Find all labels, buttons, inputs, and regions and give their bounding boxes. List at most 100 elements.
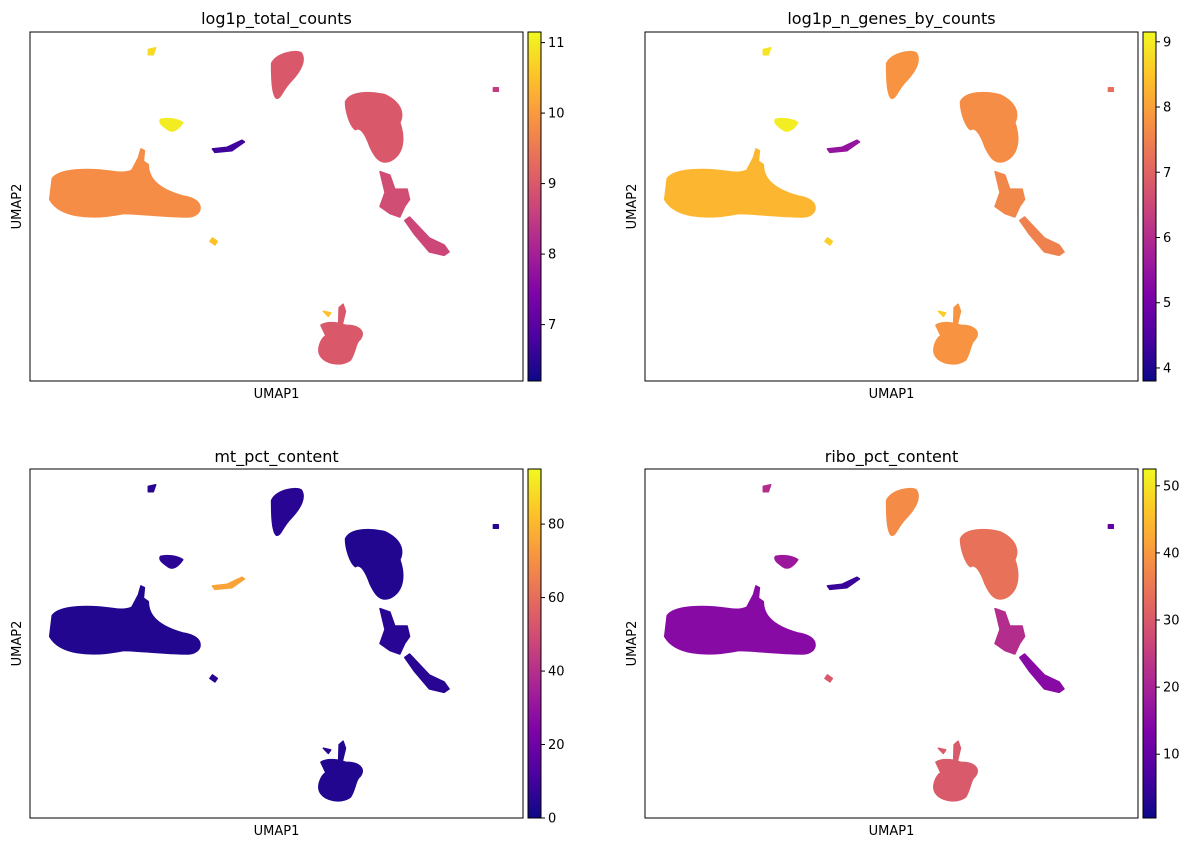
cluster-bottom bbox=[933, 758, 978, 802]
cluster-tail bbox=[1018, 216, 1065, 257]
cluster-dot_small2 bbox=[937, 747, 947, 755]
colorbar-tick-label: 20 bbox=[548, 738, 565, 753]
colorbar-tick-label: 40 bbox=[548, 665, 565, 680]
cluster-main_left bbox=[48, 597, 201, 655]
cluster-dot_small2 bbox=[937, 310, 947, 318]
cluster-main_left_stem bbox=[745, 148, 761, 176]
colorbar bbox=[527, 31, 542, 382]
colorbar-tick-label: 6 bbox=[1163, 231, 1171, 246]
cluster-small_yellow bbox=[774, 554, 799, 569]
cluster-small_yellow bbox=[159, 554, 184, 569]
cluster-tiny_top bbox=[147, 46, 157, 56]
cluster-right_big bbox=[344, 91, 404, 163]
colorbar-tick-label: 50 bbox=[1163, 479, 1180, 494]
cluster-dot_right bbox=[1107, 87, 1115, 93]
cluster-top_blob bbox=[270, 50, 304, 100]
x-axis-label: UMAP1 bbox=[869, 824, 915, 839]
cluster-bottom bbox=[318, 758, 363, 802]
colorbar-tick-label: 10 bbox=[1163, 748, 1180, 763]
umap-panel-1: log1p_total_counts UMAP1 UMAP2 7 8 9 10 11 bbox=[10, 9, 565, 402]
cluster-small_purple bbox=[211, 139, 246, 154]
cluster-small_purple bbox=[826, 576, 861, 591]
axes-frame bbox=[644, 468, 1139, 819]
colorbar-tick-label: 30 bbox=[1163, 614, 1180, 629]
umap-panel-3: mt_pct_content UMAP1 UMAP2 0 20 40 60 80 bbox=[10, 447, 565, 839]
cluster-right_big bbox=[959, 528, 1019, 600]
cluster-main_left_stem bbox=[745, 585, 761, 613]
cluster-right_big bbox=[959, 91, 1019, 163]
umap-panel-2: log1p_n_genes_by_counts UMAP1 UMAP2 4 5 6 7 8 9 bbox=[625, 9, 1171, 402]
cluster-main_left bbox=[48, 160, 201, 218]
cluster-small_yellow bbox=[774, 117, 799, 132]
cluster-small_purple bbox=[826, 139, 861, 154]
colorbar-tick-label: 40 bbox=[1163, 546, 1180, 561]
colorbar-tick-label: 4 bbox=[1163, 361, 1171, 376]
colorbar bbox=[1142, 468, 1157, 819]
colorbar-tick-label: 11 bbox=[548, 36, 565, 51]
cluster-tail bbox=[403, 216, 450, 257]
y-axis-label: UMAP2 bbox=[625, 184, 640, 230]
cluster-stream bbox=[994, 170, 1026, 218]
cluster-main_left_stem bbox=[130, 148, 146, 176]
colorbar-tick-label: 20 bbox=[1163, 681, 1180, 696]
cluster-dot_right bbox=[492, 524, 500, 530]
colorbar-tick-label: 7 bbox=[1163, 166, 1171, 181]
cluster-small_purple bbox=[211, 576, 246, 591]
cluster-dot_small2 bbox=[322, 747, 332, 755]
y-axis-label: UMAP2 bbox=[10, 184, 25, 230]
cluster-top_blob bbox=[885, 487, 919, 537]
axes-frame bbox=[644, 31, 1139, 382]
cluster-right_big bbox=[344, 528, 404, 600]
colorbar bbox=[527, 468, 542, 819]
cluster-bottom_stem bbox=[337, 303, 347, 326]
cluster-bottom_stem bbox=[952, 303, 962, 326]
x-axis-label: UMAP1 bbox=[869, 387, 915, 402]
x-axis-label: UMAP1 bbox=[254, 387, 300, 402]
cluster-tiny_top bbox=[762, 483, 772, 493]
colorbar-tick-label: 0 bbox=[548, 812, 556, 827]
colorbar bbox=[1142, 31, 1157, 382]
axes-frame bbox=[29, 31, 524, 382]
cluster-bottom bbox=[933, 321, 978, 365]
cluster-main_left_stem bbox=[130, 585, 146, 613]
axes-frame bbox=[29, 468, 524, 819]
umap-panel-4: ribo_pct_content UMAP1 UMAP2 10 20 30 40 50 bbox=[625, 447, 1180, 839]
y-axis-label: UMAP2 bbox=[625, 621, 640, 667]
cluster-top_blob bbox=[885, 50, 919, 100]
colorbar-tick-label: 60 bbox=[548, 591, 565, 606]
cluster-main_left bbox=[663, 160, 816, 218]
cluster-dot_small2 bbox=[322, 310, 332, 318]
colorbar-tick-label: 10 bbox=[548, 107, 565, 122]
cluster-dot_small bbox=[824, 674, 834, 683]
panel-title: log1p_n_genes_by_counts bbox=[787, 9, 995, 29]
cluster-bottom_stem bbox=[952, 740, 962, 763]
cluster-small_yellow bbox=[159, 117, 184, 132]
cluster-bottom_stem bbox=[337, 740, 347, 763]
colorbar-tick-label: 80 bbox=[548, 518, 565, 533]
colorbar-tick-label: 8 bbox=[548, 248, 556, 263]
colorbar-tick-label: 5 bbox=[1163, 296, 1171, 311]
cluster-bottom bbox=[318, 321, 363, 365]
cluster-stream bbox=[379, 170, 411, 218]
panel-title: ribo_pct_content bbox=[825, 447, 958, 467]
colorbar-tick-label: 9 bbox=[1163, 35, 1171, 50]
cluster-tiny_top bbox=[147, 483, 157, 493]
y-axis-label: UMAP2 bbox=[10, 621, 25, 667]
colorbar-tick-label: 8 bbox=[1163, 101, 1171, 116]
x-axis-label: UMAP1 bbox=[254, 824, 300, 839]
cluster-dot_small bbox=[209, 674, 219, 683]
cluster-tail bbox=[1018, 653, 1065, 694]
colorbar-tick-label: 7 bbox=[548, 318, 556, 333]
cluster-main_left bbox=[663, 597, 816, 655]
cluster-top_blob bbox=[270, 487, 304, 537]
cluster-tail bbox=[403, 653, 450, 694]
colorbar-tick-label: 9 bbox=[548, 177, 556, 192]
cluster-tiny_top bbox=[762, 46, 772, 56]
cluster-dot_right bbox=[492, 87, 500, 93]
panel-title: log1p_total_counts bbox=[201, 9, 352, 29]
cluster-dot_small bbox=[209, 237, 219, 246]
cluster-dot_right bbox=[1107, 524, 1115, 530]
cluster-stream bbox=[994, 607, 1026, 655]
